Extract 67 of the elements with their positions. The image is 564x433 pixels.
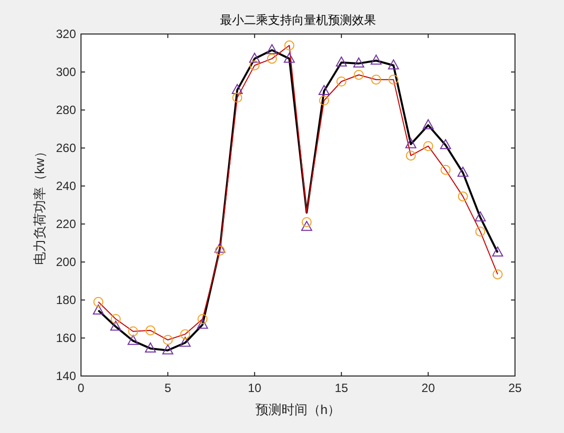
point	[492, 269, 503, 280]
point	[250, 60, 260, 70]
point	[110, 320, 122, 331]
y-tick-label: 220	[56, 217, 76, 231]
point	[214, 246, 225, 256]
point	[92, 304, 104, 314]
point	[405, 138, 416, 148]
point	[266, 44, 278, 54]
point	[458, 191, 468, 202]
point	[214, 242, 226, 253]
x-tick-label: 20	[422, 381, 436, 395]
point	[457, 166, 468, 177]
point	[318, 85, 330, 95]
point	[440, 139, 452, 150]
point	[162, 334, 173, 345]
y-tick-label: 200	[56, 255, 76, 269]
point	[128, 334, 139, 345]
point	[198, 314, 208, 324]
y-tick-label: 260	[56, 141, 76, 155]
point	[423, 141, 434, 152]
y-tick-label: 140	[56, 369, 76, 383]
point	[232, 84, 243, 94]
y-tick-label: 300	[56, 65, 76, 79]
point	[266, 54, 277, 64]
point	[162, 344, 174, 354]
point	[180, 329, 190, 340]
chart-title: 最小二乘支持向量机预测效果	[220, 13, 376, 27]
x-tick-label: 10	[248, 381, 262, 395]
point	[144, 342, 156, 352]
point	[302, 217, 312, 228]
point	[475, 226, 486, 237]
x-tick-label: 25	[508, 381, 522, 395]
y-axis-title: 电力负荷功率（kw）	[32, 145, 47, 265]
point	[336, 76, 346, 86]
point	[232, 92, 242, 103]
x-tick-label: 0	[78, 381, 85, 395]
point	[284, 52, 295, 63]
point	[319, 96, 330, 106]
point	[145, 325, 156, 336]
point	[354, 70, 364, 80]
y-tick-label: 280	[56, 103, 76, 117]
point	[422, 119, 434, 130]
point	[353, 57, 364, 68]
point	[128, 326, 138, 336]
y-tick-label: 180	[56, 293, 76, 307]
point	[249, 52, 260, 63]
y-tick-label: 320	[56, 27, 76, 41]
point	[336, 56, 347, 66]
x-tick-label: 15	[334, 381, 348, 395]
point	[474, 211, 486, 222]
x-axis-title: 预测时间（h）	[255, 402, 341, 417]
point	[388, 74, 398, 85]
y-tick-label: 240	[56, 179, 76, 193]
point	[93, 296, 104, 307]
point	[197, 318, 208, 329]
point	[180, 336, 191, 347]
point	[301, 220, 312, 231]
point	[492, 246, 504, 256]
point	[284, 40, 294, 50]
x-tick-label: 5	[164, 381, 172, 395]
point	[371, 74, 382, 85]
y-tick-label: 160	[56, 331, 76, 345]
point	[406, 150, 416, 161]
point	[110, 314, 121, 324]
point	[370, 54, 382, 65]
point	[388, 59, 399, 70]
point	[440, 164, 451, 175]
